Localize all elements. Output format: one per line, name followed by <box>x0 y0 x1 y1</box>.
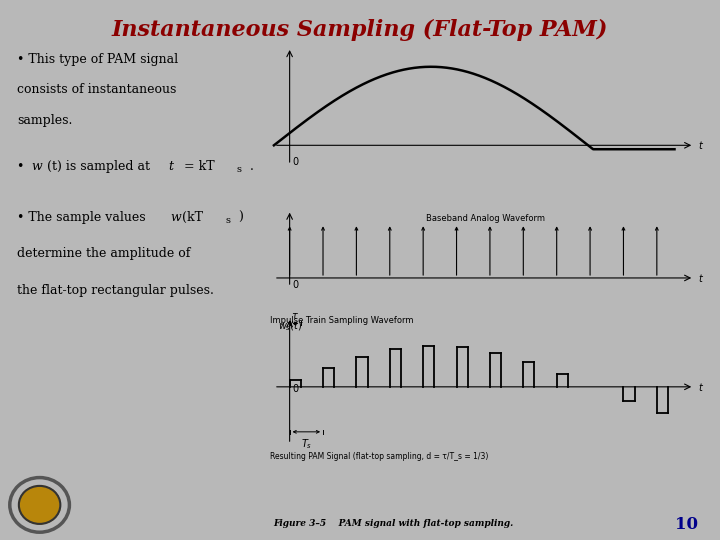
Text: 10: 10 <box>675 516 698 533</box>
Text: Figure 3–5    PAM signal with flat-top sampling.: Figure 3–5 PAM signal with flat-top samp… <box>274 519 514 529</box>
Text: $w_s(t)$: $w_s(t)$ <box>278 319 302 333</box>
Text: Baseband Analog Waveform: Baseband Analog Waveform <box>426 214 546 223</box>
Text: Impulse Train Sampling Waveform: Impulse Train Sampling Waveform <box>270 316 413 325</box>
Text: s: s <box>236 165 241 174</box>
Text: Instantaneous Sampling (Flat-Top PAM): Instantaneous Sampling (Flat-Top PAM) <box>112 19 608 41</box>
Text: (kT: (kT <box>182 211 203 224</box>
Text: w: w <box>170 211 181 224</box>
Text: = kT: = kT <box>179 160 215 173</box>
Text: $t$: $t$ <box>698 272 704 284</box>
Text: consists of instantaneous: consists of instantaneous <box>17 83 177 96</box>
Text: (t) is sampled at: (t) is sampled at <box>47 160 153 173</box>
Text: the flat-top rectangular pulses.: the flat-top rectangular pulses. <box>17 284 215 297</box>
Text: $t$: $t$ <box>698 381 704 393</box>
Text: Resulting PAM Signal (flat-top sampling, d = τ/T_s = 1/3): Resulting PAM Signal (flat-top sampling,… <box>270 452 488 461</box>
Text: • This type of PAM signal: • This type of PAM signal <box>17 53 179 66</box>
Text: w: w <box>32 160 42 173</box>
Text: s: s <box>225 215 230 225</box>
Text: • The sample values: • The sample values <box>17 211 150 224</box>
Text: ): ) <box>235 211 244 224</box>
Circle shape <box>19 486 60 524</box>
Text: $\tau$: $\tau$ <box>292 310 299 321</box>
Text: 0: 0 <box>292 280 299 290</box>
Text: t: t <box>168 160 174 173</box>
Text: $t$: $t$ <box>698 139 704 151</box>
Text: 0: 0 <box>292 384 299 394</box>
Text: $T_s$: $T_s$ <box>301 437 312 450</box>
Text: 0: 0 <box>292 157 299 167</box>
Text: samples.: samples. <box>17 113 73 126</box>
Text: .: . <box>246 160 254 173</box>
Text: •: • <box>17 160 29 173</box>
Text: determine the amplitude of: determine the amplitude of <box>17 247 191 260</box>
